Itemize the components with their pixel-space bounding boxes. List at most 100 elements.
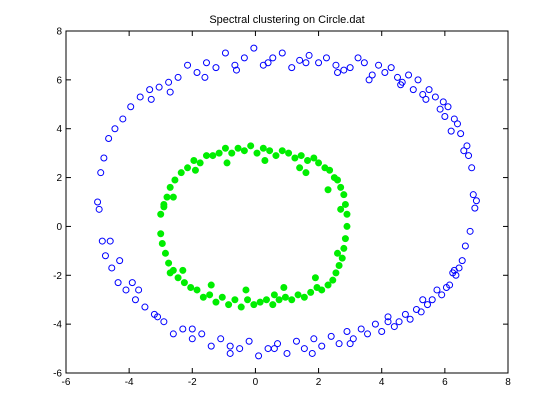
outer-cluster-point: [414, 76, 422, 84]
inner-cluster-point: [262, 296, 270, 304]
outer-cluster-point: [154, 313, 162, 321]
outer-cluster-point: [288, 64, 296, 72]
outer-cluster-point: [340, 66, 348, 74]
inner-cluster-point: [315, 159, 323, 167]
plot-area: -6 -4 -2 0 2 4 6 8 -6 -4 -2 0 2 4 6 8: [53, 27, 511, 389]
inner-cluster-point: [272, 152, 280, 160]
outer-cluster-point: [343, 327, 351, 335]
outer-cluster-point: [240, 54, 248, 62]
inner-cluster-point: [212, 298, 220, 306]
inner-cluster-point: [321, 164, 329, 172]
outer-cluster-point: [308, 349, 316, 357]
inner-cluster-point: [270, 291, 278, 299]
outer-cluster-point: [212, 64, 220, 72]
inner-cluster-point: [242, 286, 250, 294]
outer-cluster-point: [384, 318, 392, 326]
outer-cluster-point: [127, 103, 135, 111]
outer-cluster-point: [174, 73, 182, 81]
y-tick-label: 6: [56, 75, 62, 86]
outer-cluster-point: [444, 103, 452, 111]
outer-cluster-point: [360, 59, 368, 67]
outer-cluster-point: [111, 125, 119, 133]
outer-cluster-point: [468, 164, 476, 172]
inner-cluster-point: [304, 156, 312, 164]
y-tick-label: 8: [56, 27, 62, 38]
outer-cluster-point: [94, 198, 102, 206]
inner-cluster-point: [280, 284, 288, 291]
inner-cluster-point: [199, 293, 207, 301]
outer-cluster-point: [278, 49, 286, 57]
outer-cluster-point: [165, 78, 173, 86]
inner-cluster-point: [281, 293, 289, 301]
inner-cluster-point: [343, 222, 351, 230]
x-tick-label: -4: [125, 377, 134, 388]
outer-cluster-point: [119, 115, 127, 123]
inner-cluster-point: [334, 249, 342, 257]
x-tick-label: 6: [442, 377, 448, 388]
plot-frame: [65, 30, 509, 374]
inner-cluster-point: [256, 298, 264, 306]
outer-cluster-point: [442, 284, 450, 291]
outer-cluster-point: [147, 95, 155, 103]
inner-cluster-point: [157, 210, 165, 218]
inner-cluster-point: [165, 259, 173, 267]
outer-cluster-point: [401, 310, 409, 318]
outer-cluster-point: [264, 59, 272, 67]
outer-cluster-point: [332, 61, 340, 69]
outer-cluster-point: [97, 169, 105, 177]
outer-cluster-point: [169, 330, 177, 338]
outer-cluster-point: [188, 325, 196, 333]
outer-cluster-point: [419, 296, 427, 304]
inner-cluster-point: [266, 147, 274, 155]
inner-cluster-point: [313, 284, 321, 291]
outer-cluster-point: [335, 340, 343, 348]
outer-cluster-point: [232, 66, 240, 74]
outer-cluster-point: [310, 335, 318, 343]
inner-cluster-point: [161, 249, 169, 257]
outer-cluster-point: [136, 93, 144, 101]
inner-cluster-point: [215, 149, 223, 157]
outer-cluster-point: [447, 127, 455, 135]
inner-cluster-point: [166, 183, 174, 191]
outer-cluster-point: [302, 59, 310, 67]
outer-cluster-point: [141, 303, 149, 311]
outer-cluster-point: [296, 56, 304, 64]
inner-cluster-point: [261, 156, 269, 164]
outer-cluster-point: [406, 315, 414, 323]
outer-cluster-point: [397, 81, 405, 89]
outer-cluster-point: [409, 86, 417, 94]
inner-cluster-point: [340, 191, 348, 199]
outer-cluster-point: [405, 71, 413, 79]
inner-cluster-point: [158, 240, 166, 248]
outer-cluster-point: [458, 257, 466, 265]
outer-cluster-point: [460, 147, 468, 155]
inner-cluster-point: [341, 235, 349, 243]
outer-cluster-point: [471, 204, 479, 212]
inner-cluster-point: [335, 262, 343, 270]
outer-cluster-point: [236, 345, 244, 353]
inner-cluster-point: [237, 303, 245, 311]
outer-cluster-point: [264, 345, 272, 353]
outer-cluster-point: [114, 279, 122, 287]
outer-cluster-point: [461, 242, 469, 250]
outer-cluster-point: [305, 51, 313, 59]
chart-title: Spectral clustering on Circle.dat: [209, 14, 364, 26]
y-tick-label: -2: [53, 271, 62, 282]
x-tick-label: 4: [379, 377, 385, 388]
outer-cluster-point: [450, 115, 458, 123]
outer-cluster-point: [378, 327, 386, 335]
outer-cluster-point: [179, 325, 187, 333]
outer-cluster-point: [292, 337, 300, 345]
outer-cluster-point: [327, 332, 335, 340]
inner-cluster-point: [307, 288, 315, 296]
outer-cluster-point: [250, 44, 258, 52]
inner-cluster-point: [250, 301, 258, 309]
outer-cluster-point: [322, 54, 330, 62]
inner-cluster-point: [340, 244, 348, 252]
outer-cluster-point: [193, 69, 201, 77]
inner-cluster-point: [247, 142, 255, 150]
outer-cluster-point: [457, 130, 465, 138]
outer-cluster-point: [412, 305, 420, 313]
inner-cluster-point: [297, 152, 305, 160]
